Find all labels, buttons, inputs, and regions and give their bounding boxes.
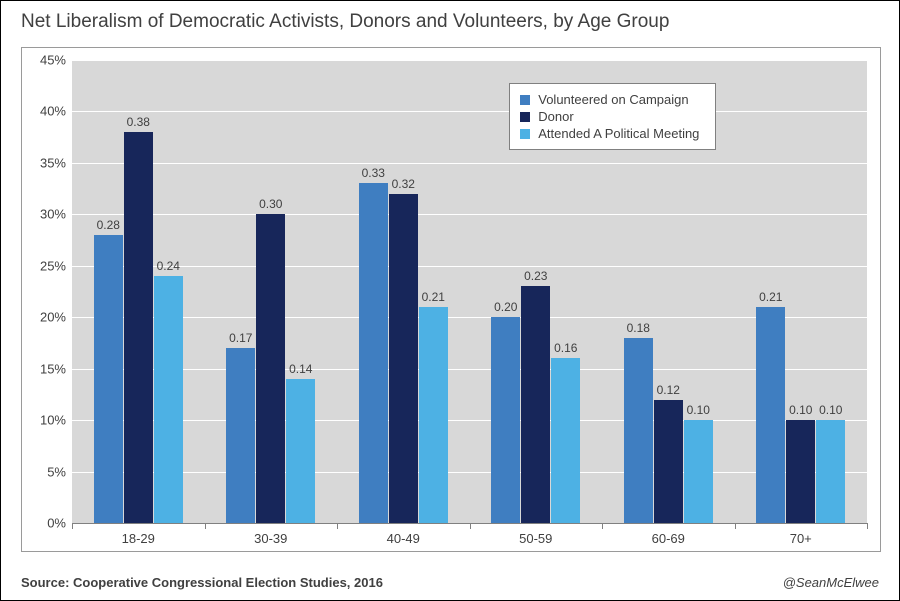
bar: 0.21 bbox=[756, 307, 785, 523]
y-axis-label: 35% bbox=[40, 155, 66, 170]
bar-value-label: 0.33 bbox=[362, 166, 385, 180]
y-axis-label: 0% bbox=[47, 516, 66, 531]
x-axis-label: 30-39 bbox=[254, 531, 287, 546]
bar-value-label: 0.12 bbox=[657, 383, 680, 397]
y-axis-label: 30% bbox=[40, 207, 66, 222]
legend-label: Volunteered on Campaign bbox=[538, 92, 688, 107]
y-axis-label: 5% bbox=[47, 464, 66, 479]
x-axis-label: 40-49 bbox=[387, 531, 420, 546]
gridline bbox=[72, 214, 867, 215]
bar: 0.16 bbox=[551, 358, 580, 523]
bar-value-label: 0.23 bbox=[524, 269, 547, 283]
bar-value-label: 0.21 bbox=[759, 290, 782, 304]
gridline bbox=[72, 369, 867, 370]
y-axis-label: 45% bbox=[40, 53, 66, 68]
x-axis-label: 60-69 bbox=[652, 531, 685, 546]
bar-value-label: 0.38 bbox=[127, 115, 150, 129]
legend-item: Attended A Political Meeting bbox=[520, 126, 699, 141]
plot-area: 0%5%10%15%20%25%30%35%40%45%18-290.280.3… bbox=[72, 60, 867, 523]
bar: 0.24 bbox=[154, 276, 183, 523]
bar: 0.21 bbox=[419, 307, 448, 523]
y-axis-label: 10% bbox=[40, 413, 66, 428]
bar: 0.28 bbox=[94, 235, 123, 523]
gridline bbox=[72, 111, 867, 112]
x-tick bbox=[72, 523, 73, 529]
x-tick bbox=[867, 523, 868, 529]
x-tick bbox=[470, 523, 471, 529]
legend-swatch bbox=[520, 129, 530, 139]
bar: 0.10 bbox=[786, 420, 815, 523]
y-axis-label: 15% bbox=[40, 361, 66, 376]
x-tick bbox=[735, 523, 736, 529]
chart-title: Net Liberalism of Democratic Activists, … bbox=[21, 11, 669, 33]
bar-value-label: 0.10 bbox=[789, 403, 812, 417]
y-axis-label: 40% bbox=[40, 104, 66, 119]
source-text: Source: Cooperative Congressional Electi… bbox=[21, 575, 383, 590]
x-tick bbox=[602, 523, 603, 529]
bar-value-label: 0.18 bbox=[627, 321, 650, 335]
bar: 0.14 bbox=[286, 379, 315, 523]
bar: 0.20 bbox=[491, 317, 520, 523]
bar: 0.18 bbox=[624, 338, 653, 523]
gridline bbox=[72, 420, 867, 421]
bar-value-label: 0.21 bbox=[422, 290, 445, 304]
y-axis-label: 25% bbox=[40, 258, 66, 273]
bar: 0.33 bbox=[359, 183, 388, 523]
bar-value-label: 0.28 bbox=[97, 218, 120, 232]
bar: 0.17 bbox=[226, 348, 255, 523]
gridline bbox=[72, 317, 867, 318]
bar-value-label: 0.10 bbox=[819, 403, 842, 417]
x-axis-label: 50-59 bbox=[519, 531, 552, 546]
attribution-text: @SeanMcElwee bbox=[783, 575, 879, 590]
gridline bbox=[72, 163, 867, 164]
x-tick bbox=[205, 523, 206, 529]
bar-value-label: 0.24 bbox=[157, 259, 180, 273]
legend-label: Donor bbox=[538, 109, 573, 124]
x-axis-label: 18-29 bbox=[122, 531, 155, 546]
bar: 0.38 bbox=[124, 132, 153, 523]
bar-value-label: 0.17 bbox=[229, 331, 252, 345]
gridline bbox=[72, 60, 867, 61]
y-axis-label: 20% bbox=[40, 310, 66, 325]
legend-swatch bbox=[520, 112, 530, 122]
bar: 0.23 bbox=[521, 286, 550, 523]
bar: 0.30 bbox=[256, 214, 285, 523]
bar-value-label: 0.16 bbox=[554, 341, 577, 355]
gridline bbox=[72, 472, 867, 473]
bar-value-label: 0.10 bbox=[687, 403, 710, 417]
bar-value-label: 0.30 bbox=[259, 197, 282, 211]
chart-frame: Net Liberalism of Democratic Activists, … bbox=[0, 0, 900, 601]
bar-value-label: 0.14 bbox=[289, 362, 312, 376]
plot-outer: 0%5%10%15%20%25%30%35%40%45%18-290.280.3… bbox=[21, 47, 881, 552]
gridline bbox=[72, 266, 867, 267]
legend-item: Donor bbox=[520, 109, 699, 124]
bar: 0.10 bbox=[684, 420, 713, 523]
bar: 0.12 bbox=[654, 400, 683, 523]
x-axis-label: 70+ bbox=[790, 531, 812, 546]
legend-swatch bbox=[520, 95, 530, 105]
bar: 0.32 bbox=[389, 194, 418, 523]
legend-item: Volunteered on Campaign bbox=[520, 92, 699, 107]
bar: 0.10 bbox=[816, 420, 845, 523]
legend: Volunteered on Campaign Donor Attended A P… bbox=[509, 83, 716, 150]
bar-value-label: 0.32 bbox=[392, 177, 415, 191]
x-tick bbox=[337, 523, 338, 529]
plot-background bbox=[72, 60, 867, 523]
bar-value-label: 0.20 bbox=[494, 300, 517, 314]
legend-label: Attended A Political Meeting bbox=[538, 126, 699, 141]
